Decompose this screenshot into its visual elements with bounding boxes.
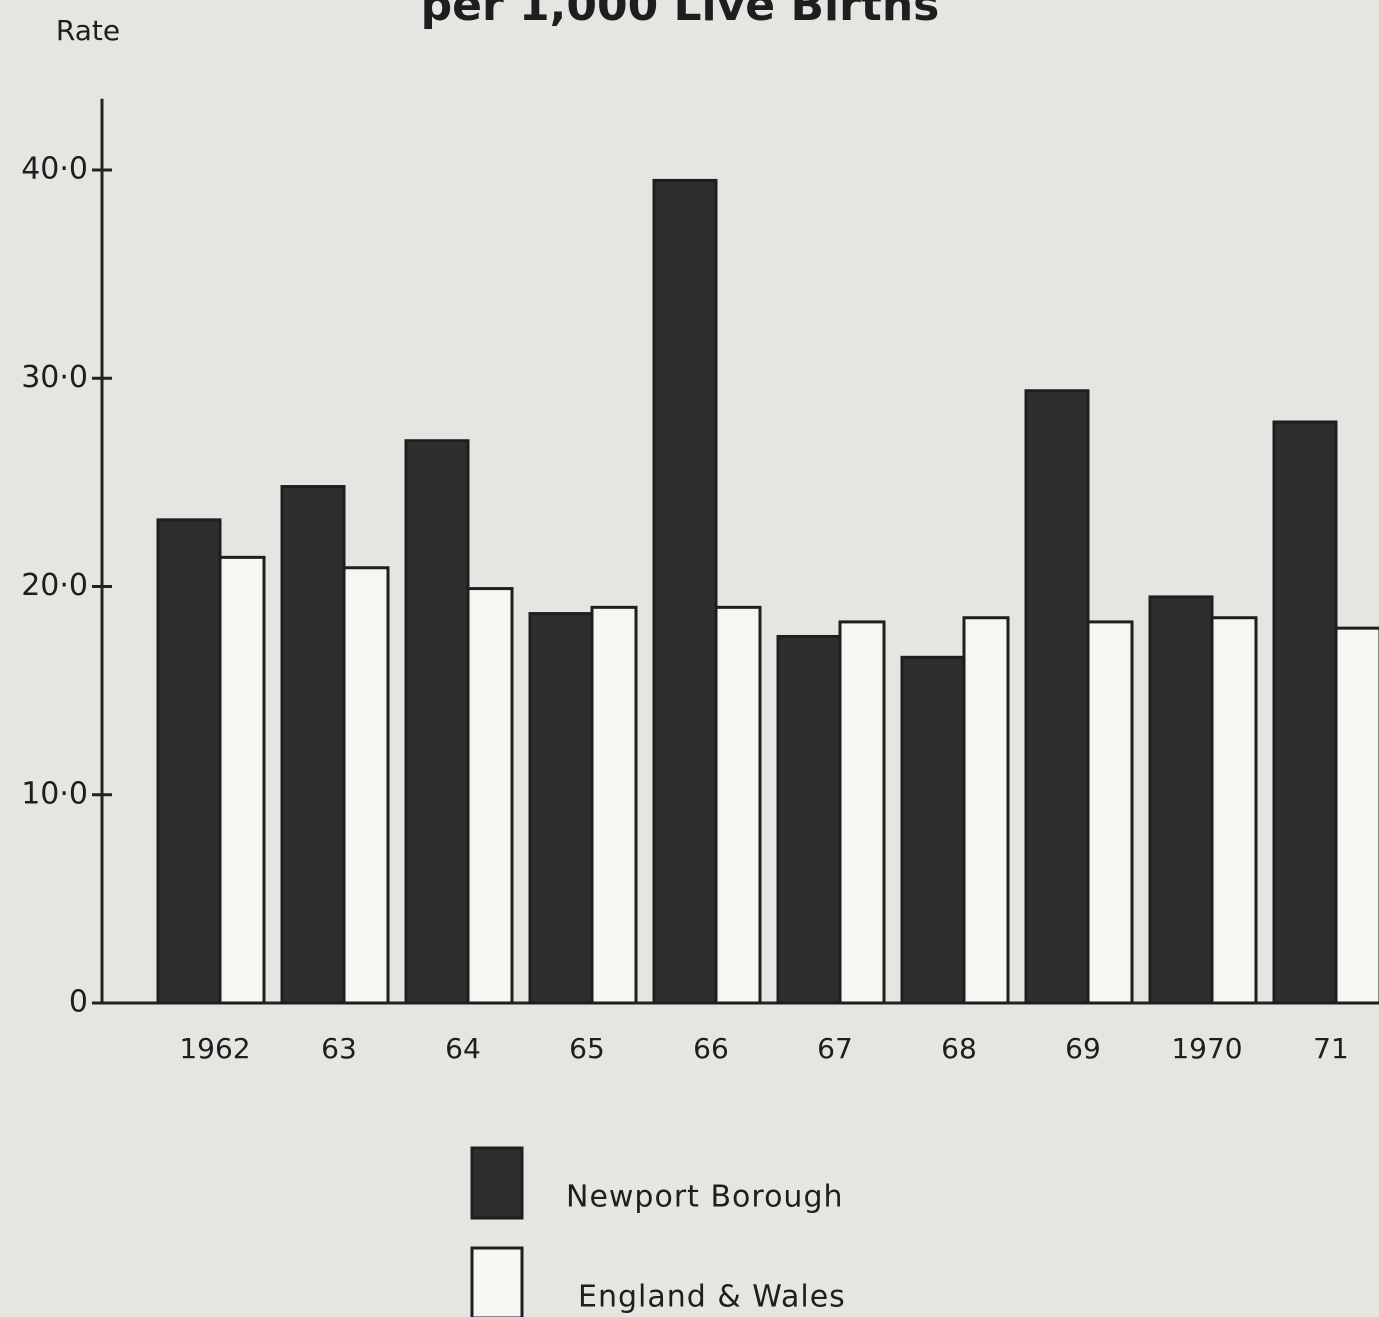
x-tick-label: 65	[569, 1032, 605, 1065]
bar	[466, 587, 514, 1005]
bar	[404, 439, 470, 1005]
legend-label: Newport Borough	[566, 1180, 844, 1215]
y-tick-label: 10·0	[21, 776, 88, 811]
bar	[1024, 389, 1090, 1005]
bar	[652, 178, 718, 1005]
bar	[218, 555, 266, 1005]
y-tick-label: 20·0	[21, 568, 88, 603]
bar	[776, 634, 842, 1005]
legend-swatch	[470, 1146, 524, 1220]
bar	[528, 612, 594, 1005]
bar	[156, 518, 222, 1005]
x-tick-label: 69	[1065, 1032, 1101, 1065]
y-tick-label: 40·0	[21, 152, 88, 187]
legend-swatch	[470, 1246, 524, 1317]
bar	[838, 620, 886, 1005]
x-tick-label: 1962	[179, 1032, 250, 1065]
x-tick-label: 66	[693, 1032, 729, 1065]
bar	[342, 566, 390, 1005]
chart-title: per 1,000 Live Births	[421, 0, 940, 31]
bar	[590, 605, 638, 1005]
y-axis-label: Rate	[56, 14, 120, 47]
bar	[900, 655, 966, 1005]
bar	[280, 485, 346, 1005]
legend-label: England & Wales	[578, 1280, 846, 1315]
x-tick-label: 67	[817, 1032, 853, 1065]
x-tick-label: 68	[941, 1032, 977, 1065]
bar	[714, 605, 762, 1005]
y-tick-label: 30·0	[21, 360, 88, 395]
x-tick-label: 1970	[1171, 1032, 1242, 1065]
bar	[1210, 616, 1258, 1005]
bar	[1148, 595, 1214, 1005]
x-tick-label: 64	[445, 1032, 481, 1065]
bar	[1334, 626, 1379, 1005]
x-tick-label: 71	[1313, 1032, 1349, 1065]
bar	[1086, 620, 1134, 1005]
x-tick-label: 63	[321, 1032, 357, 1065]
bar	[962, 616, 1010, 1005]
y-tick-label: 0	[69, 985, 88, 1020]
bar	[1272, 420, 1338, 1005]
